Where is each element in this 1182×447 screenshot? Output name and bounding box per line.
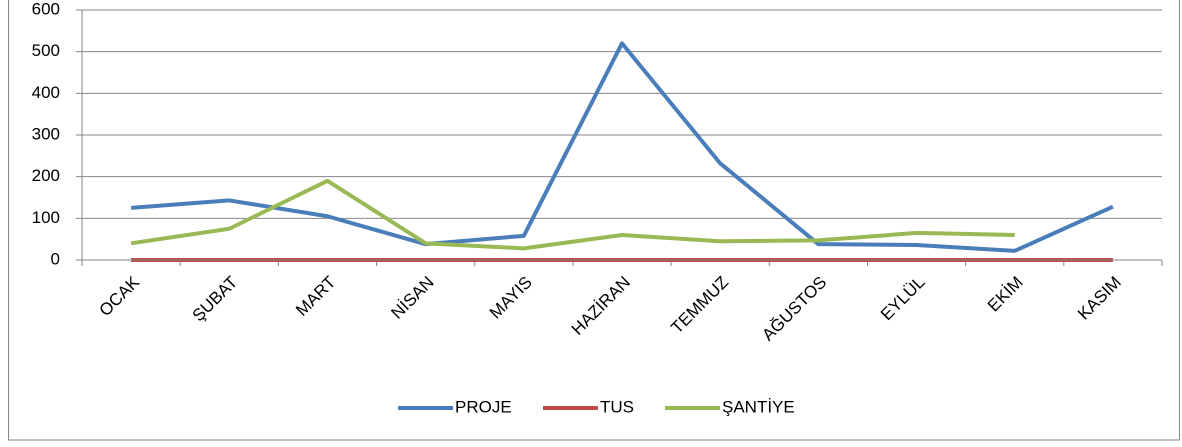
y-tick-label: 400 bbox=[32, 83, 60, 102]
legend-label: ŞANTİYE bbox=[722, 397, 795, 416]
y-tick-label: 500 bbox=[32, 41, 60, 60]
y-tick-label: 100 bbox=[32, 208, 60, 227]
series-line bbox=[130, 41, 1114, 253]
y-tick-label: 600 bbox=[32, 0, 60, 18]
y-tick-label: 0 bbox=[51, 249, 60, 268]
legend-label: PROJE bbox=[455, 397, 512, 416]
y-tick-label: 200 bbox=[32, 166, 60, 185]
y-tick-label: 300 bbox=[32, 124, 60, 143]
legend-label: TUS bbox=[600, 397, 634, 416]
series-line bbox=[130, 178, 1015, 251]
chart-frame bbox=[8, 0, 1180, 441]
